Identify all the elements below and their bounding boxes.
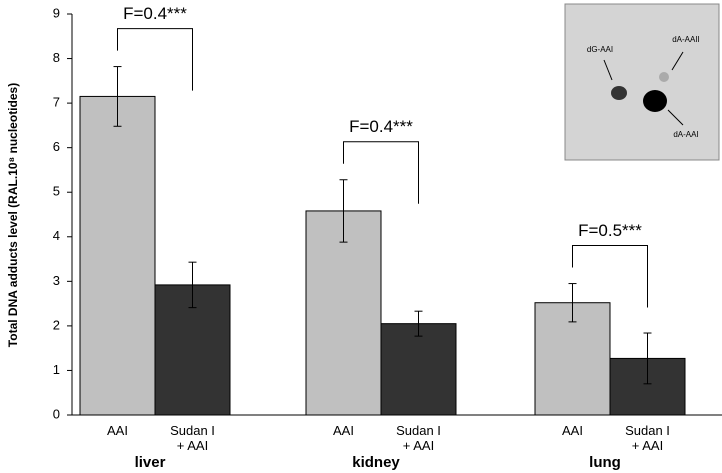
y-tick-label: 9 xyxy=(53,5,60,20)
spot xyxy=(611,86,627,100)
spot xyxy=(643,90,667,112)
group-label: kidney xyxy=(352,454,400,471)
group-label: liver xyxy=(134,454,166,471)
annotation: F=0.4*** xyxy=(123,4,187,23)
y-tick-label: 7 xyxy=(53,95,60,110)
x-tick-label: AAI xyxy=(107,423,128,438)
group-label: lung xyxy=(589,454,621,471)
x-tick-label: AAI xyxy=(333,423,354,438)
annotation: F=0.5*** xyxy=(578,221,642,240)
inset-image xyxy=(564,3,720,161)
y-tick-label: 0 xyxy=(53,406,60,421)
y-tick-label: 2 xyxy=(53,317,60,332)
y-axis-label: Total DNA adducts level (RAL.10⁸ nucleot… xyxy=(6,83,20,347)
arrow xyxy=(603,59,613,81)
spot xyxy=(659,72,669,82)
y-tick-label: 1 xyxy=(53,362,60,377)
bar xyxy=(380,323,457,416)
y-tick-label: 5 xyxy=(53,184,60,199)
bracket xyxy=(343,141,419,204)
bar xyxy=(305,210,382,416)
y-tick-label: 4 xyxy=(53,228,60,243)
bracket xyxy=(117,28,193,91)
arrow xyxy=(667,109,684,126)
y-tick-label: 6 xyxy=(53,139,60,154)
y-tick-label: 8 xyxy=(53,50,60,65)
inset-label: dA-AAI xyxy=(673,130,698,139)
y-tick-label: 3 xyxy=(53,273,60,288)
x-tick-label: AAI xyxy=(562,423,583,438)
inset-label: dG-AAI xyxy=(587,45,613,54)
x-tick-label: Sudan I + AAI xyxy=(170,423,215,453)
x-tick-label: Sudan I + AAI xyxy=(625,423,670,453)
bar xyxy=(79,95,156,416)
x-tick-label: Sudan I + AAI xyxy=(396,423,441,453)
bracket xyxy=(572,245,648,308)
annotation: F=0.4*** xyxy=(349,117,413,136)
arrow xyxy=(671,51,684,71)
inset-label: dA-AAII xyxy=(672,35,700,44)
